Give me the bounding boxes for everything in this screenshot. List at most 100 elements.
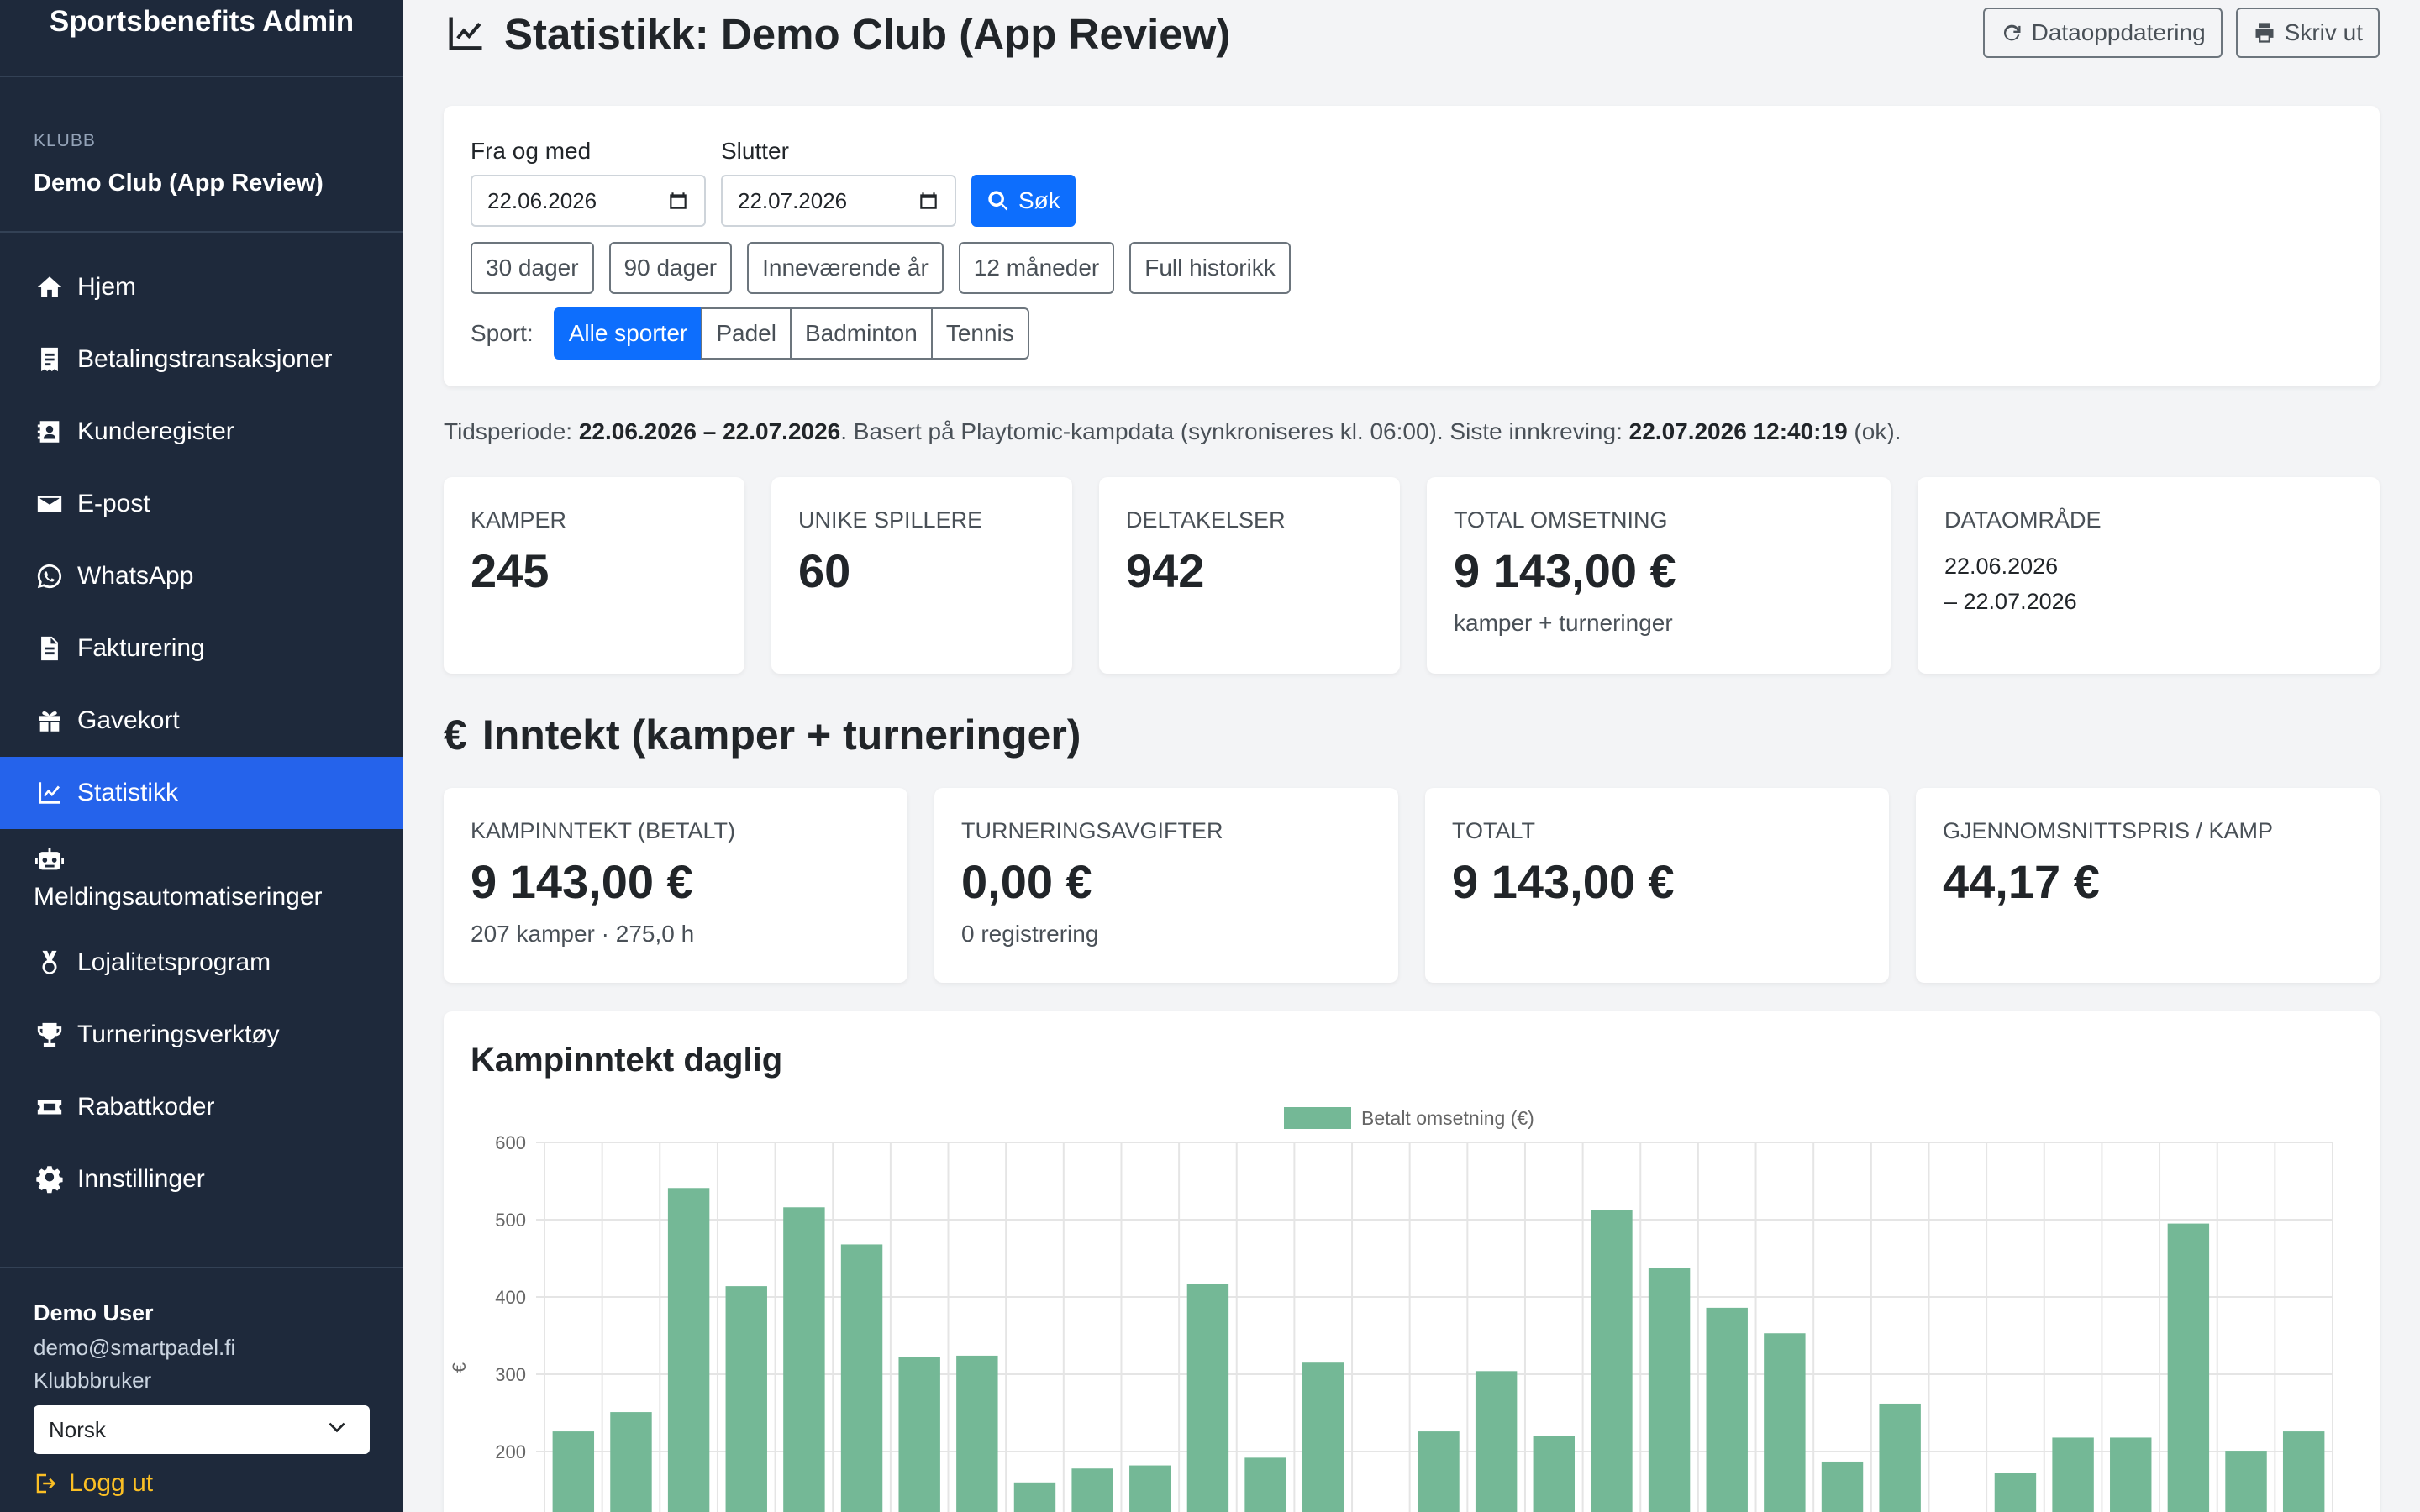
stat-card-matches: KAMPER 245 <box>444 477 744 674</box>
income-cards: KAMPINNTEKT (BETALT) 9 143,00 € 207 kamp… <box>444 788 2380 983</box>
bar <box>1418 1431 1460 1512</box>
y-tick-label: 500 <box>495 1210 526 1231</box>
user-role: Klubbbruker <box>34 1368 152 1393</box>
sidebar-item-label: Kunderegister <box>77 417 234 445</box>
bar <box>667 1188 710 1512</box>
period-prefix: Tidsperiode: <box>444 418 579 444</box>
to-date-label: Slutter <box>721 138 789 164</box>
income-section-title: € Inntekt (kamper + turneringer) <box>444 711 1081 759</box>
sidebar-item-fakturering[interactable]: Fakturering <box>0 612 403 685</box>
bar <box>1879 1403 1921 1512</box>
y-tick-label: 600 <box>495 1132 526 1153</box>
y-tick-label: 300 <box>495 1364 526 1385</box>
bar <box>725 1286 767 1512</box>
sidebar-item-e-post[interactable]: E-post <box>0 468 403 540</box>
sidebar-nav: Hjem Betalingstransaksjoner Kunderegiste… <box>0 233 403 1215</box>
whatsapp-icon <box>34 560 66 592</box>
refresh-icon <box>2003 24 2021 41</box>
y-axis-label: € <box>449 1362 470 1373</box>
date-row: Fra og med 22.06.2026 Slutter 22.07.2026… <box>471 138 2353 227</box>
logout-link[interactable]: Logg ut <box>34 1469 370 1498</box>
from-date-input[interactable]: 22.06.2026 <box>471 175 706 227</box>
club-eyebrow: KLUBB <box>34 131 96 150</box>
sidebar-item-kunderegister[interactable]: Kunderegister <box>0 396 403 468</box>
user-panel: Demo User demo@smartpadel.fi Klubbbruker… <box>0 1267 403 1512</box>
bar <box>1186 1284 1229 1512</box>
stat-label: GJENNOMSNITTSPRIS / KAMP <box>1943 818 2274 843</box>
sport-padel-button[interactable]: Padel <box>701 307 792 360</box>
bar <box>1994 1473 2037 1512</box>
from-date-label: Fra og med <box>471 138 592 164</box>
sidebar-item-rabattkoder[interactable]: Rabattkoder <box>0 1071 403 1143</box>
gear-icon <box>34 1163 66 1195</box>
sport-button-group: Alle sporter Padel Badminton Tennis <box>553 307 1029 360</box>
bar <box>610 1412 652 1512</box>
page-title-text: Statistikk: Demo Club (App Review) <box>504 9 1231 58</box>
period-info: Tidsperiode: 22.06.2026 – 22.07.2026. Ba… <box>444 418 1901 445</box>
bar <box>2282 1431 2325 1512</box>
bar <box>1591 1210 1633 1512</box>
stat-label: TURNERINGSAVGIFTER <box>961 818 1223 843</box>
sidebar-item-betalingstransaksjoner[interactable]: Betalingstransaksjoner <box>0 323 403 396</box>
sidebar-item-innstillinger[interactable]: Innstillinger <box>0 1143 403 1215</box>
sidebar-item-label: Betalingstransaksjoner <box>77 345 333 373</box>
contact-card-icon <box>34 416 66 448</box>
stat-label: DATAOMRÅDE <box>1944 507 2102 533</box>
stat-value: 245 <box>471 544 550 597</box>
preset-full-history-button[interactable]: Full historikk <box>1129 242 1291 294</box>
bar <box>783 1207 825 1512</box>
period-middle: . Basert på Playtomic-kampdata (synkroni… <box>840 418 1629 444</box>
calendar-icon[interactable] <box>667 190 689 212</box>
logout-label: Logg ut <box>69 1469 154 1497</box>
sidebar-item-turneringsverktoy[interactable]: Turneringsverktøy <box>0 999 403 1071</box>
preset-current-year-button[interactable]: Inneværende år <box>747 242 944 294</box>
preset-90-days-button[interactable]: 90 dager <box>608 242 733 294</box>
sport-tennis-button[interactable]: Tennis <box>930 307 1029 360</box>
preset-30-days-button[interactable]: 30 dager <box>471 242 594 294</box>
preset-row: 30 dager 90 dager Inneværende år 12 måne… <box>471 242 2353 294</box>
app-title[interactable]: Sportsbenefits Admin <box>0 0 403 77</box>
calendar-icon[interactable] <box>918 190 939 212</box>
stat-value: 0,00 € <box>961 855 1092 908</box>
user-name: Demo User <box>34 1300 154 1326</box>
income-card-total: TOTALT 9 143,00 € <box>1425 788 1889 983</box>
bar <box>2225 1451 2267 1512</box>
sidebar-item-lojalitetsprogram[interactable]: Lojalitetsprogram <box>0 927 403 999</box>
sport-badminton-button[interactable]: Badminton <box>789 307 933 360</box>
to-date-input[interactable]: 22.07.2026 <box>721 175 956 227</box>
stat-card-unique-players: UNIKE SPILLERE 60 <box>771 477 1072 674</box>
bar <box>1013 1482 1056 1512</box>
search-button[interactable]: Søk <box>971 175 1076 227</box>
range-end: – 22.07.2026 <box>1944 589 2077 614</box>
stat-value: 9 143,00 € <box>1452 855 1675 908</box>
stat-value: 44,17 € <box>1943 855 2100 908</box>
from-date-group: Fra og med 22.06.2026 <box>471 138 706 227</box>
document-icon <box>34 633 66 664</box>
preset-12-months-button[interactable]: 12 måneder <box>958 242 1115 294</box>
bar <box>1648 1268 1691 1512</box>
sport-all-button[interactable]: Alle sporter <box>553 307 703 360</box>
chart-line-icon <box>449 17 482 50</box>
sidebar-item-label: Fakturering <box>77 634 205 662</box>
sidebar-item-meldingsautomatiseringer[interactable]: Meldingsautomatiseringer <box>0 829 403 927</box>
sidebar-item-label: Turneringsverktøy <box>77 1021 280 1048</box>
sidebar-item-statistikk[interactable]: Statistikk <box>0 757 403 829</box>
sidebar-item-whatsapp[interactable]: WhatsApp <box>0 540 403 612</box>
bar <box>2110 1437 2152 1512</box>
home-icon <box>34 271 66 303</box>
print-button[interactable]: Skriv ut <box>2235 8 2380 58</box>
stat-sub: kamper + turneringer <box>1454 610 1673 636</box>
legend-label: Betalt omsetning (€) <box>1361 1107 1534 1129</box>
stat-card-total-revenue: TOTAL OMSETNING 9 143,00 € kamper + turn… <box>1427 477 1891 674</box>
search-icon <box>988 191 1008 211</box>
bar <box>1764 1333 1806 1512</box>
sidebar-item-hjem[interactable]: Hjem <box>0 251 403 323</box>
header-actions: Dataoppdatering Skriv ut <box>1982 8 2380 58</box>
gift-icon <box>34 705 66 737</box>
sidebar-item-label: Statistikk <box>77 779 179 806</box>
sidebar-item-gavekort[interactable]: Gavekort <box>0 685 403 757</box>
language-select[interactable]: Norsk <box>34 1405 370 1454</box>
receipt-icon <box>34 344 66 375</box>
ticket-icon <box>34 1091 66 1123</box>
refresh-button[interactable]: Dataoppdatering <box>1982 8 2223 58</box>
